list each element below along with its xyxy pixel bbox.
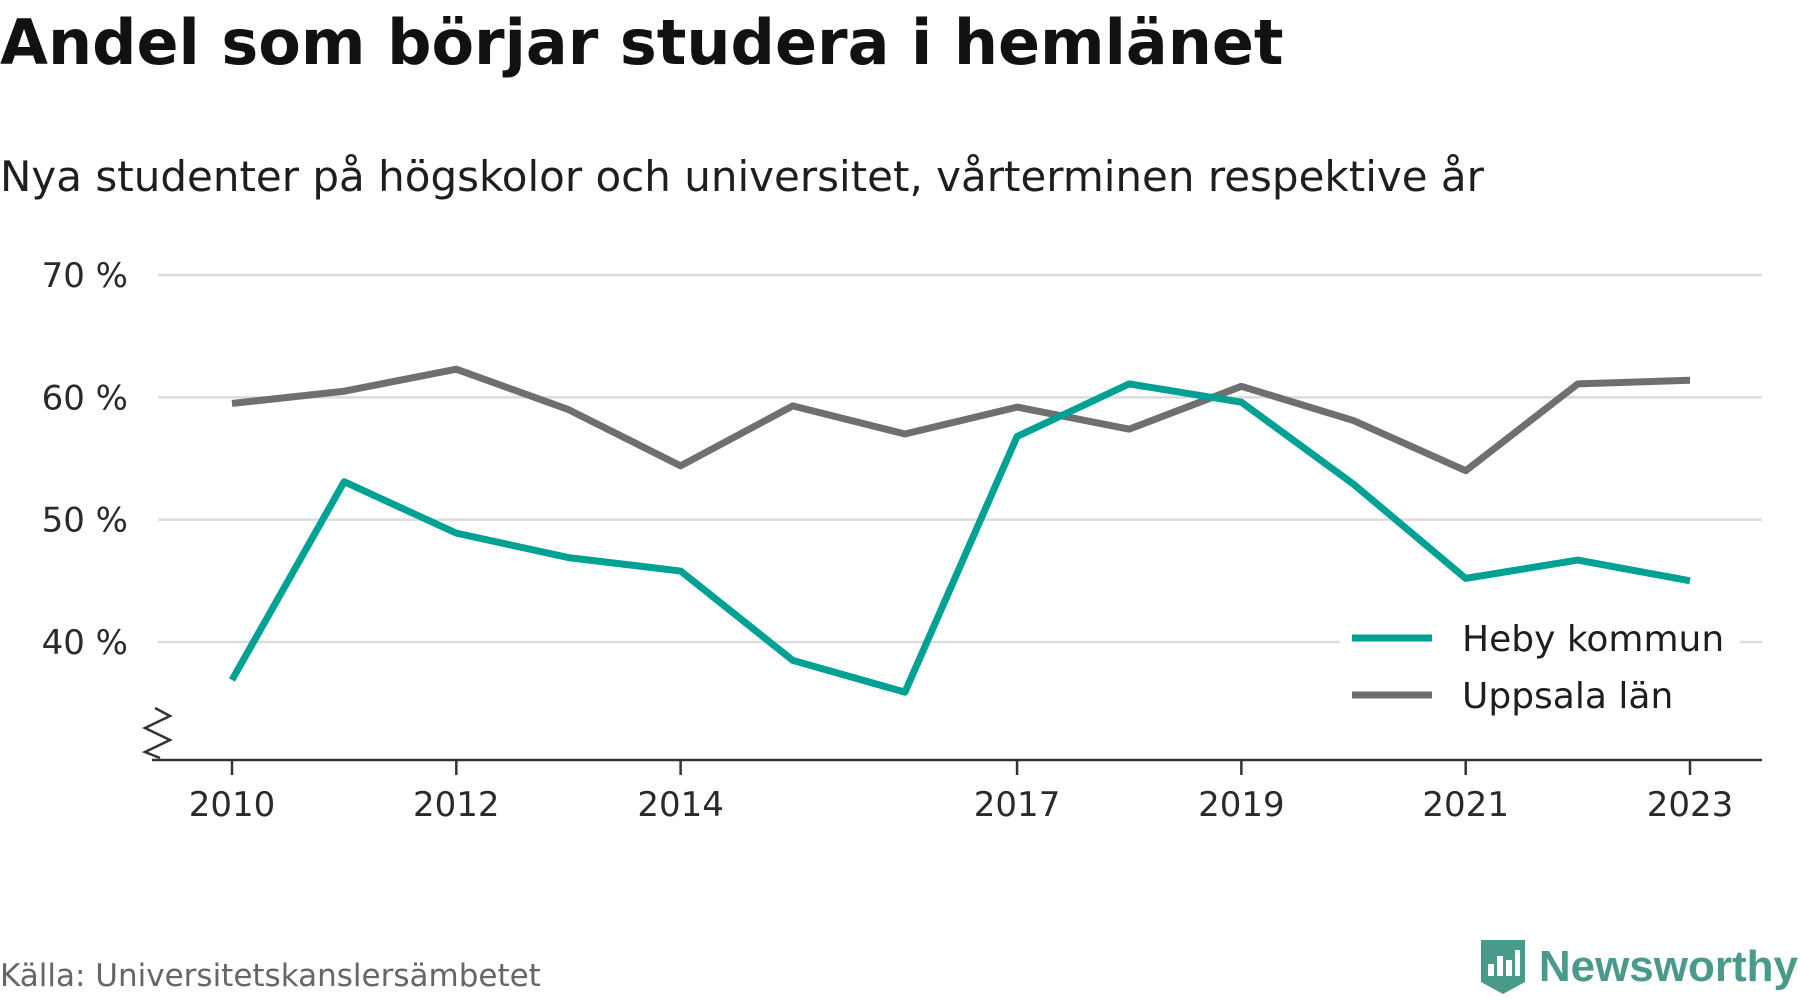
y-axis-tick-labels: 40 % 50 % 60 % 70 % [42, 256, 128, 663]
x-tick-label: 2012 [413, 785, 500, 825]
legend-label: Heby kommun [1462, 619, 1724, 660]
chart-subtitle: Nya studenter på högskolor och universit… [0, 152, 1484, 201]
y-tick-label: 70 % [42, 256, 128, 296]
x-tick-label: 2023 [1647, 785, 1734, 825]
newsworthy-logo-icon [1480, 940, 1525, 994]
legend-label: Uppsala län [1462, 676, 1673, 717]
y-tick-label: 50 % [42, 501, 128, 541]
legend-bg [1340, 612, 1740, 656]
y-axis-break-icon [141, 706, 173, 760]
brand-logo[interactable]: Newsworthy [1479, 938, 1798, 996]
source-note: Källa: Universitetskanslersämbetet [0, 958, 541, 994]
legend-bg [1340, 669, 1740, 713]
x-tick-label: 2017 [974, 785, 1061, 825]
legend: Heby kommun Uppsala län [1340, 612, 1740, 717]
x-tick-label: 2014 [637, 785, 724, 825]
y-tick-label: 40 % [42, 623, 128, 663]
brand-name: Newsworthy [1538, 942, 1798, 991]
chart-title: Andel som börjar studera i hemlänet [0, 6, 1284, 79]
series-lines [228, 365, 1691, 696]
x-tick-label: 2019 [1198, 785, 1285, 825]
x-tick-label: 2010 [189, 785, 276, 825]
y-tick-label: 60 % [42, 378, 128, 418]
x-tick-label: 2021 [1422, 785, 1509, 825]
gridlines [158, 273, 1762, 644]
x-axis-ticks: 2010 2012 2014 2017 2019 2021 2023 [189, 760, 1734, 825]
series-line-uppsala [231, 365, 1691, 475]
series-line-heby [228, 380, 1691, 696]
